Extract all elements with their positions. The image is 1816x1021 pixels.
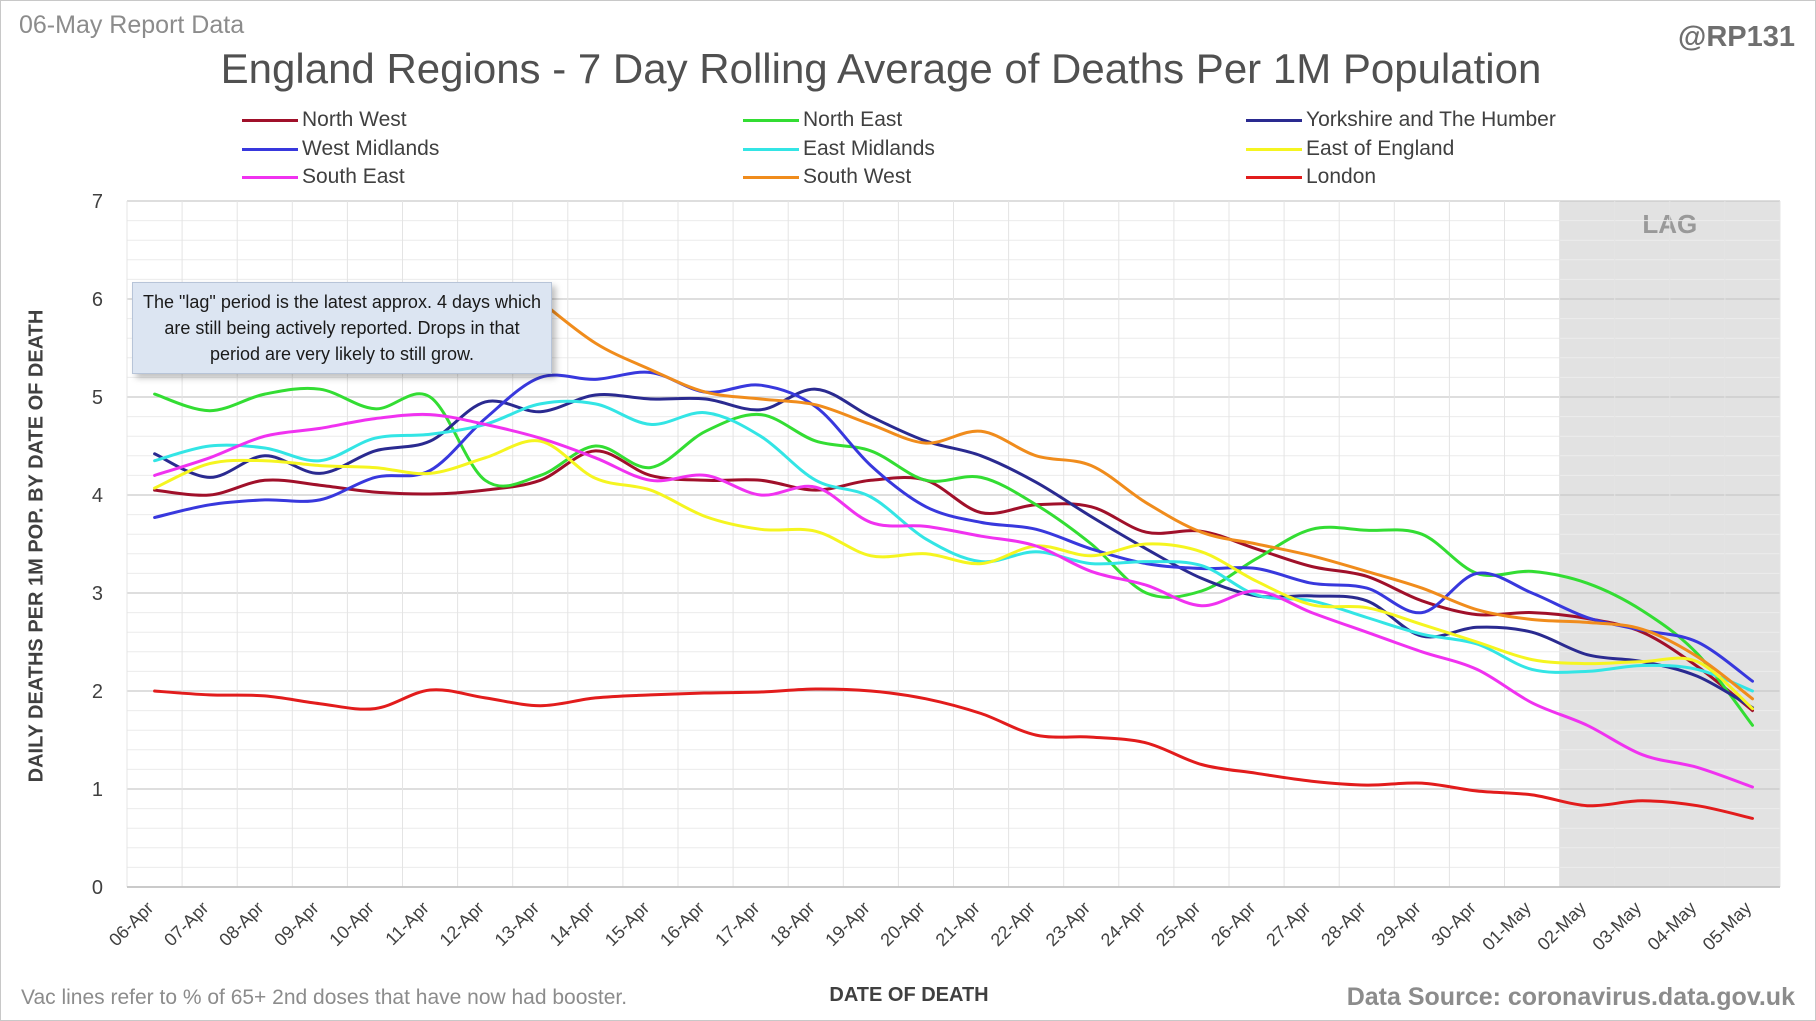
legend-item-west-midlands: West Midlands bbox=[242, 135, 439, 163]
x-tick-label: 12-Apr bbox=[436, 898, 488, 950]
legend-item-south-east: South East bbox=[242, 163, 405, 191]
legend-item-yorkshire-and-the-humber: Yorkshire and The Humber bbox=[1246, 106, 1556, 134]
lag-explanation-note: The "lag" period is the latest approx. 4… bbox=[132, 282, 552, 374]
y-tick-label: 3 bbox=[92, 583, 103, 605]
x-tick-label: 07-Apr bbox=[160, 898, 212, 950]
series-line-south-east bbox=[153, 412, 1754, 789]
x-tick-label: 09-Apr bbox=[270, 898, 322, 950]
data-source: Data Source: coronavirus.data.gov.uk bbox=[1346, 983, 1795, 1011]
y-tick-label: 4 bbox=[92, 485, 103, 507]
x-tick-label: 29-Apr bbox=[1372, 898, 1424, 950]
legend-swatch bbox=[1246, 118, 1302, 122]
chart-title: England Regions - 7 Day Rolling Average … bbox=[220, 45, 1542, 92]
x-tick-label: 24-Apr bbox=[1097, 898, 1149, 950]
x-tick-label: 06-Apr bbox=[105, 898, 157, 950]
legend-swatch bbox=[242, 147, 298, 151]
vac-note: Vac lines refer to % of 65+ 2nd doses th… bbox=[21, 986, 628, 1009]
x-tick-label: 26-Apr bbox=[1207, 898, 1259, 950]
x-tick-label: 27-Apr bbox=[1262, 898, 1314, 950]
series-line-yorkshire-and-the-humber bbox=[153, 387, 1754, 710]
legend-label: London bbox=[1306, 165, 1377, 188]
series-line-london bbox=[153, 687, 1754, 820]
x-tick-label: 02-May bbox=[1533, 898, 1590, 955]
x-tick-label: 16-Apr bbox=[656, 898, 708, 950]
legend-label: West Midlands bbox=[302, 137, 440, 160]
legend-swatch bbox=[743, 175, 799, 179]
author-handle: @RP131 bbox=[1678, 21, 1795, 53]
y-tick-label: 7 bbox=[92, 191, 103, 213]
x-tick-label: 05-May bbox=[1699, 898, 1756, 955]
x-tick-label: 21-Apr bbox=[932, 898, 984, 950]
legend-label: South East bbox=[302, 165, 405, 188]
legend-label: East of England bbox=[1306, 137, 1455, 160]
series-line-north-west bbox=[153, 449, 1754, 713]
legend-swatch bbox=[743, 147, 799, 151]
legend-item-south-west: South West bbox=[743, 163, 911, 191]
legend-swatch bbox=[242, 175, 298, 179]
x-tick-label: 28-Apr bbox=[1317, 898, 1369, 950]
x-tick-label: 13-Apr bbox=[491, 898, 543, 950]
legend-item-north-west: North West bbox=[242, 106, 407, 134]
y-tick-label: 6 bbox=[92, 289, 103, 311]
legend-swatch bbox=[1246, 147, 1302, 151]
x-tick-label: 22-Apr bbox=[987, 898, 1039, 950]
legend-label: East Midlands bbox=[803, 137, 935, 160]
legend-swatch bbox=[743, 118, 799, 122]
x-tick-label: 18-Apr bbox=[766, 898, 818, 950]
x-tick-label: 15-Apr bbox=[601, 898, 653, 950]
x-tick-label: 08-Apr bbox=[215, 898, 267, 950]
y-tick-label: 1 bbox=[92, 779, 103, 801]
x-tick-label: 04-May bbox=[1644, 898, 1701, 955]
y-tick-label: 2 bbox=[92, 681, 103, 703]
x-tick-label: 03-May bbox=[1588, 898, 1645, 955]
legend-label: Yorkshire and The Humber bbox=[1306, 108, 1556, 131]
x-tick-label: 14-Apr bbox=[546, 898, 598, 950]
x-axis-label: DATE OF DEATH bbox=[829, 984, 989, 1006]
x-tick-label: 11-Apr bbox=[381, 898, 432, 949]
legend-swatch bbox=[1246, 175, 1302, 179]
legend-label: South West bbox=[803, 165, 912, 188]
legend-label: North West bbox=[302, 108, 407, 131]
legend-swatch bbox=[242, 118, 298, 122]
series-line-east-of-england bbox=[153, 439, 1754, 711]
legend-item-east-midlands: East Midlands bbox=[743, 135, 935, 163]
y-tick-label: 5 bbox=[92, 387, 103, 409]
report-date: 06-May Report Data bbox=[19, 11, 245, 39]
legend-item-east-of-england: East of England bbox=[1246, 135, 1454, 163]
x-tick-label: 20-Apr bbox=[876, 898, 928, 950]
series-line-south-west bbox=[538, 299, 1754, 701]
x-tick-label: 17-Apr bbox=[711, 898, 763, 950]
y-tick-label: 0 bbox=[92, 877, 103, 899]
x-tick-label: 19-Apr bbox=[821, 898, 873, 950]
series-line-east-midlands bbox=[153, 399, 1754, 693]
x-tick-label: 23-Apr bbox=[1042, 898, 1094, 950]
x-tick-label: 01-May bbox=[1478, 898, 1535, 955]
x-tick-label: 30-Apr bbox=[1427, 898, 1479, 950]
series-line-west-midlands bbox=[153, 370, 1754, 683]
series-line-north-east bbox=[153, 386, 1754, 727]
legend-item-north-east: North East bbox=[743, 106, 902, 134]
x-tick-label: 10-Apr bbox=[325, 898, 377, 950]
legend-label: North East bbox=[803, 108, 903, 131]
legend-item-london: London bbox=[1246, 163, 1376, 191]
x-tick-label: 25-Apr bbox=[1152, 898, 1204, 950]
